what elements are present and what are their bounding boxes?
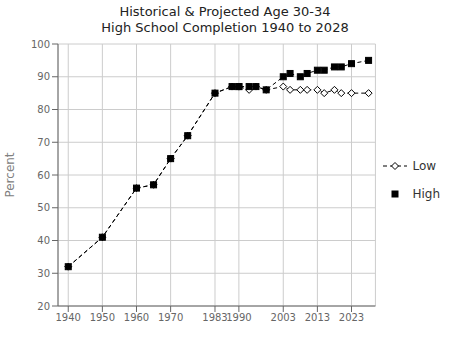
html-text:High: High xyxy=(412,187,440,201)
html-text:Historical & Projected Age 30-: Historical & Projected Age 30-34 xyxy=(119,4,331,19)
svg-text:1990: 1990 xyxy=(226,312,251,323)
svg-text:60: 60 xyxy=(37,170,50,181)
svg-text:2013: 2013 xyxy=(305,312,330,323)
svg-text:2003: 2003 xyxy=(271,312,296,323)
svg-text:1960: 1960 xyxy=(124,312,149,323)
svg-text:1970: 1970 xyxy=(158,312,183,323)
svg-text:90: 90 xyxy=(37,71,50,82)
svg-text:40: 40 xyxy=(37,235,50,246)
svg-text:70: 70 xyxy=(37,137,50,148)
svg-text:1950: 1950 xyxy=(90,312,115,323)
svg-text:20: 20 xyxy=(37,301,50,312)
svg-text:80: 80 xyxy=(37,104,50,115)
html-text:High School Completion 1940 to: High School Completion 1940 to 2028 xyxy=(101,20,349,35)
svg-text:30: 30 xyxy=(37,268,50,279)
svg-text:100: 100 xyxy=(31,39,50,50)
svg-text:Percent: Percent xyxy=(8,152,17,197)
svg-text:1940: 1940 xyxy=(56,312,81,323)
svg-text:1983: 1983 xyxy=(202,312,227,323)
html-text:Low: Low xyxy=(412,159,436,173)
svg-text:2023: 2023 xyxy=(339,312,364,323)
svg-text:50: 50 xyxy=(37,202,50,213)
